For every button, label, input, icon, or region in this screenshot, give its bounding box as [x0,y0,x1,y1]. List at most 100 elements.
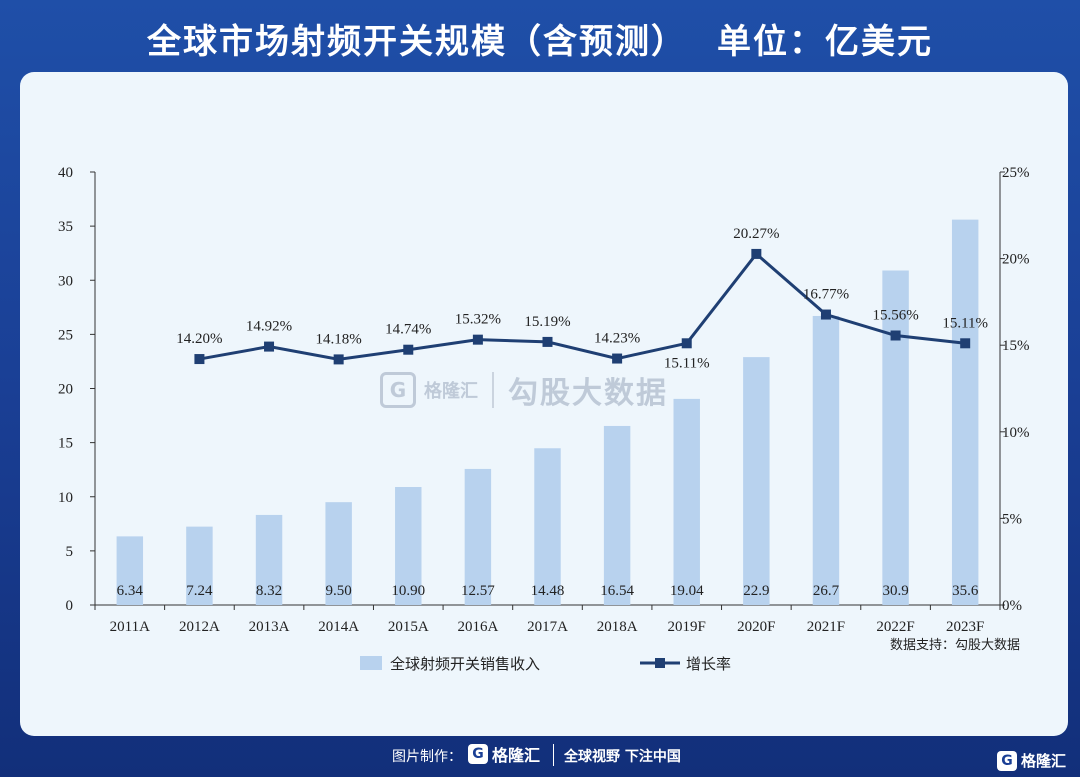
x-tick-label: 2014A [318,619,359,635]
bar-value-label: 16.54 [600,583,634,599]
growth-value-label: 14.74% [385,322,431,338]
x-tick-label: 2018A [597,619,638,635]
brand-logo-icon: G [468,744,488,764]
x-tick-label: 2019F [668,619,706,635]
y-left-tick-label: 25 [58,327,73,343]
x-tick-label: 2023F [946,619,984,635]
bar [325,502,352,605]
watermark-text: 勾股大数据 [508,376,668,411]
corner-brand: 格隆汇 [1020,752,1066,770]
y-right-tick-label: 20% [1002,252,1030,268]
bar [673,398,700,605]
x-tick-label: 2011A [110,619,150,635]
corner-logo-icon: G [996,750,1017,771]
bar-value-label: 19.04 [670,583,704,599]
x-tick-label: 2022F [876,619,914,635]
bar [255,514,283,605]
corner-logo: G 格隆汇 [996,750,1066,771]
legend-bar-label: 全球射频开关销售收入 [390,655,540,673]
growth-point [681,338,692,349]
x-tick-label: 2012A [179,619,220,635]
bar [743,357,770,605]
footer-brand: 格隆汇 [492,746,541,765]
bar-value-label: 8.32 [256,583,282,599]
growth-value-label: 14.20% [176,331,222,347]
legend-line-marker [655,658,665,668]
bar-value-label: 30.9 [882,583,908,599]
unit-label: 单位：亿美元 [717,22,933,62]
growth-value-label: 15.11% [942,315,988,331]
growth-value-label: 15.11% [664,355,710,371]
bar-value-label: 12.57 [461,583,495,599]
bar [534,448,561,605]
growth-value-label: 14.92% [246,319,292,335]
chart-title-bar: 全球市场射频开关规模（含预测） 单位：亿美元 [0,14,1080,63]
x-tick-label: 2020F [737,619,775,635]
growth-value-label: 20.27% [733,226,779,242]
growth-value-label: 14.23% [594,331,640,347]
bar [812,315,840,605]
y-right-tick-label: 0% [1002,598,1022,614]
y-right-tick-label: 25% [1002,165,1030,181]
x-tick-label: 2021F [807,619,845,635]
bar-value-label: 9.50 [326,583,352,599]
bar [603,425,631,605]
bar-value-label: 22.9 [743,583,769,599]
y-left-tick-label: 10 [58,490,73,506]
x-tick-label: 2013A [249,619,290,635]
growth-value-label: 15.56% [872,308,918,324]
growth-point [542,336,553,347]
growth-point [890,330,901,341]
bar [951,219,979,605]
watermark: G 格隆汇 勾股大数据 [380,368,668,412]
y-right-tick-label: 5% [1002,511,1022,527]
watermark-divider [492,372,494,408]
legend-line-label: 增长率 [686,655,731,673]
footer-logo: G 格隆汇 [468,742,540,766]
bar-value-label: 7.24 [186,583,213,599]
bar [186,526,213,605]
growth-point [472,334,483,345]
growth-point [194,354,205,365]
growth-value-label: 14.18% [316,331,362,347]
growth-point [403,344,414,355]
watermark-logo-icon: G [380,372,416,408]
x-tick-label: 2015A [388,619,429,635]
y-left-tick-label: 30 [58,273,73,289]
legend-bar-swatch [360,656,382,670]
bar-value-label: 26.7 [813,583,840,599]
footer-divider [553,744,554,766]
bar [395,487,422,605]
source-note: 数据支持：勾股大数据 [889,638,1020,653]
chart-title: 全球市场射频开关规模（含预测） [147,22,687,62]
growth-line [199,251,966,361]
growth-point [264,341,275,352]
y-right-tick-label: 15% [1002,338,1030,354]
growth-point [751,248,762,259]
y-left-tick-label: 0 [66,598,74,614]
y-left-tick-label: 35 [58,219,73,235]
y-left-tick-label: 15 [58,436,73,452]
growth-value-label: 16.77% [803,287,849,303]
x-tick-label: 2016A [457,619,498,635]
watermark-brand: 格隆汇 [424,381,478,402]
growth-value-label: 15.32% [455,312,501,328]
growth-value-label: 15.19% [524,314,570,330]
bar-value-label: 6.34 [117,583,144,599]
growth-point [820,309,831,320]
growth-point [612,353,623,364]
x-tick-label: 2017A [527,619,568,635]
bar [882,270,909,605]
bar-value-label: 14.48 [531,583,565,599]
growth-point [960,338,971,349]
bar [464,468,492,605]
bar-value-label: 10.90 [391,583,425,599]
y-right-tick-label: 10% [1002,425,1030,441]
bar [116,536,144,605]
bar-value-label: 35.6 [952,583,979,599]
y-left-tick-label: 40 [58,165,73,181]
y-left-tick-label: 20 [58,382,73,398]
made-by-label: 图片制作： [392,749,462,765]
footer-slogan: 全球视野 下注中国 [564,749,681,765]
